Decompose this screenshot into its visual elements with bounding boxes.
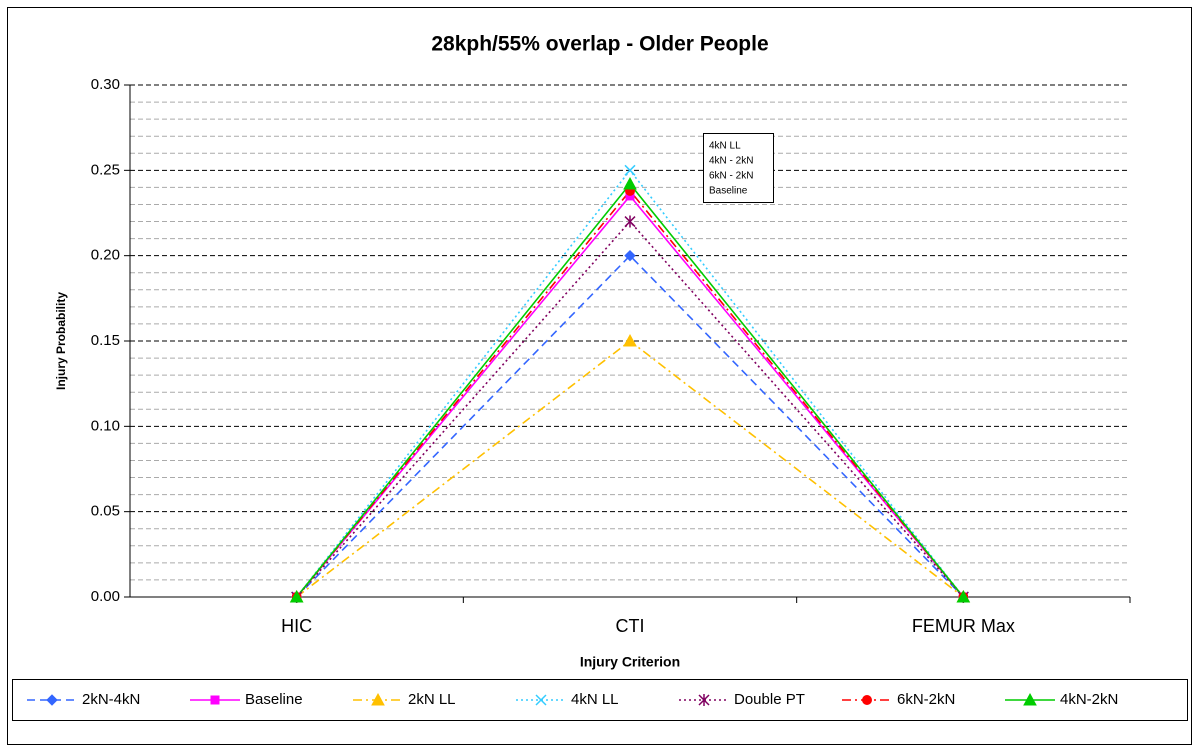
annotation-text: 4kN - 2kN [709,156,753,167]
chart-border [7,7,1192,745]
series-line [296,220,964,598]
legend-label: 4kN LL [571,691,619,708]
series-line [296,189,964,598]
marker [956,589,971,603]
y-tick-label: 0.30 [91,76,120,93]
annotation-text: Baseline [709,186,748,197]
legend-marker [535,694,547,706]
y-tick-label: 0.25 [91,161,120,178]
legend-label: 2kN-4kN [82,691,140,708]
legend-marker [698,694,710,706]
annotation-text: 4kN LL [709,141,741,152]
x-tick-label: HIC [281,616,312,636]
x-axis-label: Injury Criterion [580,654,680,670]
marker [623,333,637,347]
y-axis-label: Injury Probability [54,292,68,390]
legend-label: 2kN LL [408,691,456,708]
marker [623,176,637,190]
series-line [296,254,964,598]
x-tick-label: FEMUR Max [912,616,1015,636]
y-tick-label: 0.15 [91,332,120,349]
legend-label: 6kN-2kN [897,691,955,708]
legend-marker [1023,692,1037,706]
legend-marker [46,694,58,706]
legend-marker [371,692,385,706]
x-tick-label: CTI [616,616,645,636]
y-tick-label: 0.05 [91,503,120,520]
y-tick-label: 0.00 [91,588,120,605]
annotation-box [703,133,774,203]
y-tick-label: 0.20 [91,247,120,264]
legend-label: 4kN-2kN [1060,691,1118,708]
chart-title: 28kph/55% overlap - Older People [431,33,768,56]
annotation-text: 6kN - 2kN [709,171,753,182]
y-tick-label: 0.10 [91,417,120,434]
legend-label: Double PT [734,691,805,708]
marker [289,589,304,603]
marker [624,249,636,262]
legend-marker [210,695,220,705]
marker [624,215,636,228]
legend-marker [862,695,872,705]
legend-label: Baseline [245,691,303,708]
marker [624,164,636,176]
